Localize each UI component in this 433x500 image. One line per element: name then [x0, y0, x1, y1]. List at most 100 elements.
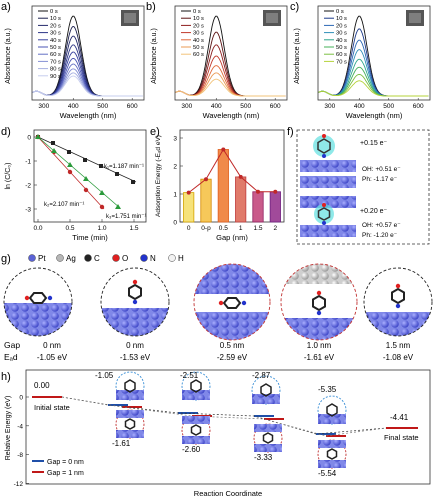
panel-c-frame [317, 5, 431, 101]
atom-legend-label: C [94, 254, 100, 263]
structure-1 [3, 267, 73, 337]
structure-2 [100, 267, 170, 337]
structure-5 [363, 267, 433, 337]
panel-f-lower-model [300, 196, 356, 237]
panel-a-label: a) [1, 1, 11, 13]
panel-f-ph-2: Ph: -1.20 e⁻ [362, 232, 397, 239]
slab-pt-4 [300, 225, 356, 237]
energy-value: -1.53 eV [120, 353, 151, 362]
panel-f-upper-model [300, 134, 356, 188]
atom-legend-label: Pt [38, 254, 46, 263]
atom-legend-label: H [178, 254, 184, 263]
xtick-label: 0.0 [33, 225, 42, 232]
row-label-ead: Eₐd [4, 352, 18, 362]
xtick-label: 500 [383, 103, 394, 110]
legend-label: 30 s [336, 31, 347, 37]
gap-value: 1.5 nm [386, 341, 411, 350]
value-step1-gap1: -1.61 [112, 439, 131, 448]
atom-legend-swatch [84, 254, 92, 262]
panel-f: f) +0.15 e⁻ OH: +0.51 e⁻ Ph: -1.17 e⁻ +0… [287, 126, 430, 245]
legend-label: 70 s [336, 59, 347, 65]
panel-e-yticks: 0 1 2 3 [173, 136, 183, 227]
legend-label: 80 s [50, 67, 61, 73]
xtick-label: 1.5 [253, 225, 262, 232]
gap-value: 0.5 nm [220, 341, 245, 350]
panel-a-frame [31, 5, 145, 101]
bar-0.5 [217, 149, 229, 223]
structure-4 [280, 263, 358, 341]
legend-label: 0 s [193, 9, 201, 15]
panel-a-legend: 0 s10 s20 s 30 s40 s50 s60 s70 s 80 s90 s [38, 9, 61, 80]
value-step4-gap0: -5.35 [318, 385, 337, 394]
panel-f-charge-1: +0.15 e⁻ [360, 140, 388, 147]
panel-c: c) Absorbance (a.u.) Wavelength (nm) 300… [290, 1, 431, 120]
bar-0-p [200, 178, 212, 223]
xtick-label: 0.5 [219, 225, 228, 232]
legend-label: 50 s [336, 45, 347, 51]
panel-d-series-k2 [35, 134, 105, 210]
xtick-label: 0.5 [65, 225, 74, 232]
legend-gap0: Gap = 0 nm [47, 459, 84, 466]
ytick-label: 2 [173, 164, 177, 171]
panel-f-charge-2: +0.20 e⁻ [360, 208, 388, 215]
atom-legend-label: O [122, 254, 128, 263]
energy-levels [32, 396, 418, 437]
panel-e-xticks: 0 0-p 0.5 1 1.5 2 [187, 225, 278, 232]
legend-label: 20 s [50, 23, 61, 29]
xtick-label: 1.0 [97, 225, 106, 232]
panel-e-xlabel: Gap (nm) [216, 233, 248, 242]
panel-a: a) Absorbance (a.u.) Wavelength (nm) 300… [1, 1, 145, 120]
ytick-label: -8 [17, 452, 23, 459]
value-final: -4.41 [390, 413, 409, 422]
panel-b: b) Absorbance (a.u.) Wavelength (nm) 300… [146, 1, 288, 120]
value-step3-gap0: -2.87 [252, 371, 271, 380]
legend-label: 20 s [193, 23, 204, 29]
panel-h-ylabel: Relative Energy (eV) [5, 396, 12, 461]
molecule-isosurface-2 [314, 203, 334, 225]
trend-point [256, 189, 260, 194]
panel-f-frame [296, 129, 430, 245]
panel-b-frame [174, 5, 288, 101]
atom-legend-swatch [56, 254, 64, 262]
ytick-label: -4 [17, 423, 23, 430]
value-step1-gap0: -1.05 [95, 371, 114, 380]
panel-g-label: g) [1, 253, 11, 265]
panel-b-ylabel: Absorbance (a.u.) [151, 28, 158, 84]
xtick-label: 0-p [201, 225, 211, 232]
panel-f-oh-1: OH: +0.51 e⁻ [362, 166, 401, 173]
spectrum-70s [318, 80, 429, 97]
xtick-label: 600 [270, 103, 281, 110]
panel-a-xlabel: Wavelength (nm) [60, 111, 117, 120]
trend-point [238, 174, 243, 179]
trend-point [204, 177, 208, 182]
atom-legend-label: Ag [66, 254, 76, 263]
ytick-label: -12 [14, 481, 24, 488]
panel-b-legend: 0 s10 s20 s 30 s40 s50 s60 s [181, 9, 204, 58]
panel-d-xlabel: Time (min) [72, 233, 108, 242]
legend-label: 10 s [193, 16, 204, 22]
ytick-label: 0 [27, 135, 31, 142]
final-state-label: Final state [384, 433, 419, 442]
trend-point [221, 147, 226, 152]
bar-0 [183, 192, 195, 223]
legend-label: 40 s [50, 38, 61, 44]
atom-legend-swatch [28, 254, 36, 262]
panel-d: d) ln (C/C₀) Time (min) 0 -1 -2 -3 0.0 0.5 1.… [1, 126, 146, 242]
spectrum-60s [175, 78, 286, 97]
legend-label: 40 s [193, 38, 204, 44]
panel-e: e) Adsorption Energy (-Eₐd eV) Gap (nm) … [150, 126, 285, 242]
panel-b-label: b) [146, 1, 156, 13]
ytick-label: -1 [25, 159, 31, 166]
xtick-label: 1 [239, 225, 243, 232]
trend-line [188, 148, 276, 193]
panel-b-spectra [175, 15, 286, 97]
panel-e-ylabel: Adsorption Energy (-Eₐd eV) [155, 135, 162, 217]
value-step2-gap1: -2.60 [182, 445, 201, 454]
trend-point [273, 189, 278, 194]
panel-d-k3-label: k₃=1.751 min⁻¹ [106, 214, 146, 220]
atom-legend-swatch [112, 254, 120, 262]
row-label-gap: Gap [4, 340, 20, 350]
energy-value: -2.59 eV [217, 353, 248, 362]
xtick-label: 1.5 [129, 225, 138, 232]
